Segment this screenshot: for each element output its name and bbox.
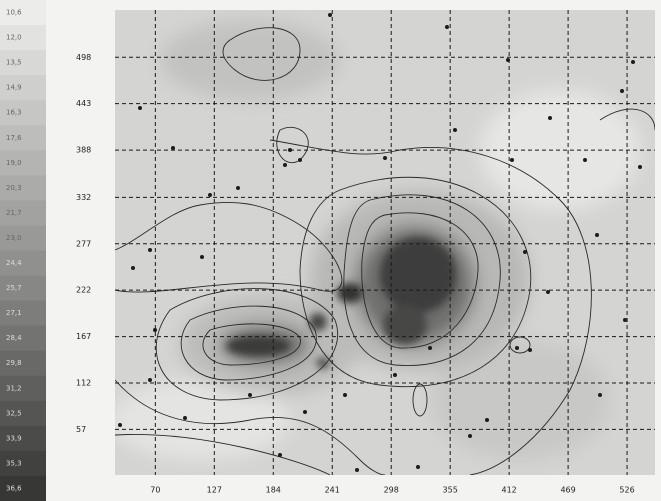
chart: 10,6 12,0 13,5 14,9 16,3 17,6 19,0 20,3 21,7 23,0…	[0, 0, 661, 501]
colorbar: 10,6 12,0 13,5 14,9 16,3 17,6 19,0 20,3 21,7 23,0…	[0, 0, 46, 501]
colorbar-label: 12,0	[6, 34, 22, 42]
x-tick-label: 184	[266, 486, 281, 495]
y-tick-label: 332	[76, 193, 91, 202]
x-tick-label: 469	[560, 486, 575, 495]
y-tick-label: 388	[76, 146, 91, 155]
y-tick-label: 277	[76, 239, 91, 248]
colorbar-label: 20,3	[6, 184, 22, 192]
colorbar-label: 35,3	[6, 459, 22, 467]
colorbar-label: 17,6	[6, 134, 22, 142]
colorbar-label: 14,9	[6, 84, 22, 92]
colorbar-label: 33,9	[6, 434, 22, 442]
colorbar-label: 25,7	[6, 284, 22, 292]
x-tick-label: 412	[501, 486, 516, 495]
x-tick-label: 526	[619, 486, 634, 495]
colorbar-label: 31,2	[6, 384, 22, 392]
colorbar-label: 13,5	[6, 59, 22, 67]
colorbar-label: 23,0	[6, 234, 22, 242]
colorbar-label: 19,0	[6, 159, 22, 167]
y-tick-label: 57	[76, 425, 86, 434]
y-tick-label: 167	[76, 332, 91, 341]
y-tick-label: 222	[76, 286, 91, 295]
colorbar-label: 16,3	[6, 109, 22, 117]
colorbar-label: 29,8	[6, 359, 22, 367]
colorbar-label: 10,6	[6, 9, 22, 17]
x-tick-label: 70	[150, 486, 160, 495]
x-tick-label: 355	[443, 486, 458, 495]
y-tick-label: 498	[76, 53, 91, 62]
colorbar-label: 24,4	[6, 259, 22, 267]
colorbar-label: 27,1	[6, 309, 22, 317]
colorbar-label: 28,4	[6, 334, 22, 342]
colorbar-label: 36,6	[6, 484, 22, 492]
x-tick-label: 127	[207, 486, 222, 495]
contour-field	[110, 10, 655, 475]
colorbar-label: 32,5	[6, 409, 22, 417]
colorbar-label: 21,7	[6, 209, 22, 217]
x-tick-label: 298	[384, 486, 399, 495]
y-tick-label: 112	[76, 379, 91, 388]
x-tick-label: 241	[325, 486, 340, 495]
y-tick-label: 443	[76, 99, 91, 108]
